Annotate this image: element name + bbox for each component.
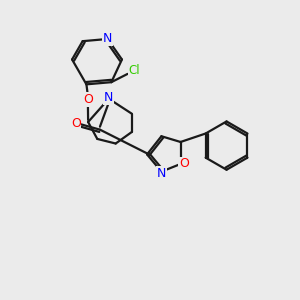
Text: O: O xyxy=(83,93,93,106)
Text: N: N xyxy=(103,32,112,46)
Text: O: O xyxy=(71,117,81,130)
Text: N: N xyxy=(104,91,113,104)
Text: O: O xyxy=(179,158,189,170)
Text: N: N xyxy=(157,167,166,180)
Text: Cl: Cl xyxy=(128,64,140,77)
